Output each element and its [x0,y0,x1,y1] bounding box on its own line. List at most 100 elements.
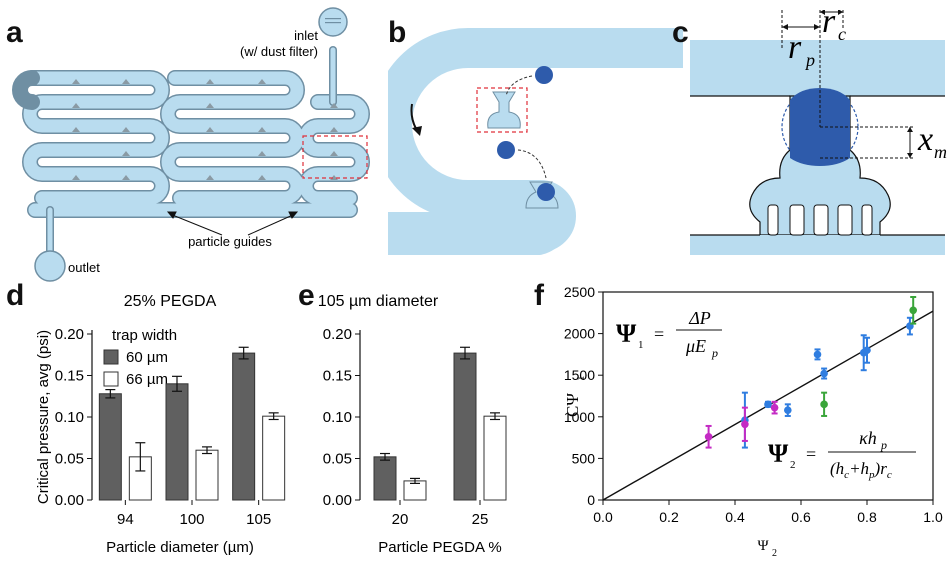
xm-sub: m [934,142,947,162]
chart-f: 0 500 1000 1500 2000 2500 0.0 0.2 0.4 0.6 0.8 1.0 [564,284,943,525]
legend-swatch-66 [103,371,119,387]
chart-f-xlabel: Ψ [757,538,769,554]
eq1-sub: 1 [638,339,644,351]
data-point [863,346,871,355]
panel-a: a inlet (w/ dust filter) [6,7,370,282]
rp-sub: p [804,50,815,70]
y-tick-label: 1500 [564,367,595,383]
chart-d-title: 25% PEGDA [124,293,217,310]
y-tick-label: 0.10 [323,409,352,426]
data-point [813,350,822,359]
eq2-equals: = [806,444,816,464]
panel-e-label: e [298,279,315,312]
rc-label: r [822,3,836,40]
x-tick-label: 94 [117,511,134,528]
x-tick-label: 100 [179,511,204,528]
x-tick-label: 1.0 [923,509,943,525]
panel-a-label: a [6,16,23,49]
s-channel-band [388,28,683,252]
serpentine-channel [12,46,370,259]
eq2-num: κh [859,428,877,448]
rc-sub: c [838,24,846,44]
panel-d: d 25% PEGDA Critical pressure, avg (psi)… [6,279,286,556]
panel-b-label: b [388,16,406,49]
main-channel-c [690,40,945,96]
y-tick-label: 1000 [564,409,595,425]
eq1-equals: = [654,324,664,344]
data-point [820,369,828,378]
panel-e: e 105 µm diameter Particle PEGDA % 0.000… [298,279,507,556]
chart-d: 0.00 0.05 0.10 0.15 0.20 94 100 105 [55,326,286,528]
inlet-label: inlet [294,28,318,43]
chart-e-xlabel: Particle PEGDA % [378,539,501,556]
particle-1 [535,66,553,84]
eq2-num-sub: p [880,438,887,452]
eq2-sub: 2 [790,459,796,471]
legend-label-60: 60 µm [126,349,168,366]
x-tick-label: 0.4 [725,509,745,525]
chart-d-xlabel: Particle diameter (µm) [106,539,254,556]
x-tick-label: 25 [472,511,489,528]
data-point [770,403,779,412]
particle-2 [497,141,515,159]
panel-d-label: d [6,279,24,312]
eq1-lhs: Ψ [616,319,637,348]
guides-label: particle guides [188,234,272,249]
chart-f-xlabel-sub: 2 [772,548,777,559]
eq2-den: (hc+hp)rc [830,459,892,481]
y-tick-label: 0.15 [323,368,352,385]
x-tick-label: 20 [392,511,409,528]
data-point [820,400,828,409]
eq1-den-sub: p [711,346,718,360]
rp-label: r [788,29,802,66]
x-tick-label: 0.2 [659,509,679,525]
y-tick-label: 500 [572,450,596,466]
y-tick-label: 0.05 [55,451,84,468]
y-tick-label: 0.10 [55,409,84,426]
guide-arrows [166,211,299,236]
panel-f-label: f [534,279,545,312]
bar [232,352,256,501]
particle-3 [537,183,555,201]
zoom-box-b [476,87,528,133]
bar [195,449,219,501]
eq1-num: ΔP [688,308,711,328]
y-tick-label: 0.20 [323,326,352,343]
inlet-note: (w/ dust filter) [240,44,318,59]
xm-label: x [917,121,933,158]
panel-c-label: c [672,16,689,49]
data-point [704,432,713,441]
y-tick-label: 0.00 [55,492,84,509]
y-tick-label: 0 [587,492,595,508]
panel-b: b [388,16,683,255]
legend-swatch-60 [103,349,119,365]
y-tick-label: 0.15 [55,368,84,385]
traps-a [72,79,338,180]
data-point [784,406,792,414]
x-tick-label: 105 [246,511,271,528]
eq1-den: μE [685,336,706,356]
panel-f: f 0 500 1000 1500 2000 2500 0.0 0.2 0.4 0.6 0.8 1.0… [534,279,943,559]
chart-d-legend-title: trap width [112,327,177,344]
y-tick-label: 0.00 [323,492,352,509]
eq2-lhs: Ψ [768,439,789,468]
x-tick-label: 0.8 [857,509,877,525]
outlet-label: outlet [68,260,100,275]
y-tick-label: 2500 [564,284,595,300]
bar [453,352,477,501]
bar [262,415,286,501]
y-tick-label: 0.05 [323,451,352,468]
y-tick-label: 0.20 [55,326,84,343]
bar [165,383,189,501]
plot-frame [602,291,934,501]
legend-label-66: 66 µm [126,371,168,388]
bar [483,415,507,501]
bar [98,393,122,501]
y-tick-label: 2000 [564,326,595,342]
chart-f-ylabel: CΨ [563,393,582,417]
outlet-reservoir [34,250,66,282]
data-point [741,420,749,429]
chart-d-ylabel: Critical pressure, avg (psi) [35,330,52,504]
chart-f-ylabel-sub: 1 [575,376,587,382]
